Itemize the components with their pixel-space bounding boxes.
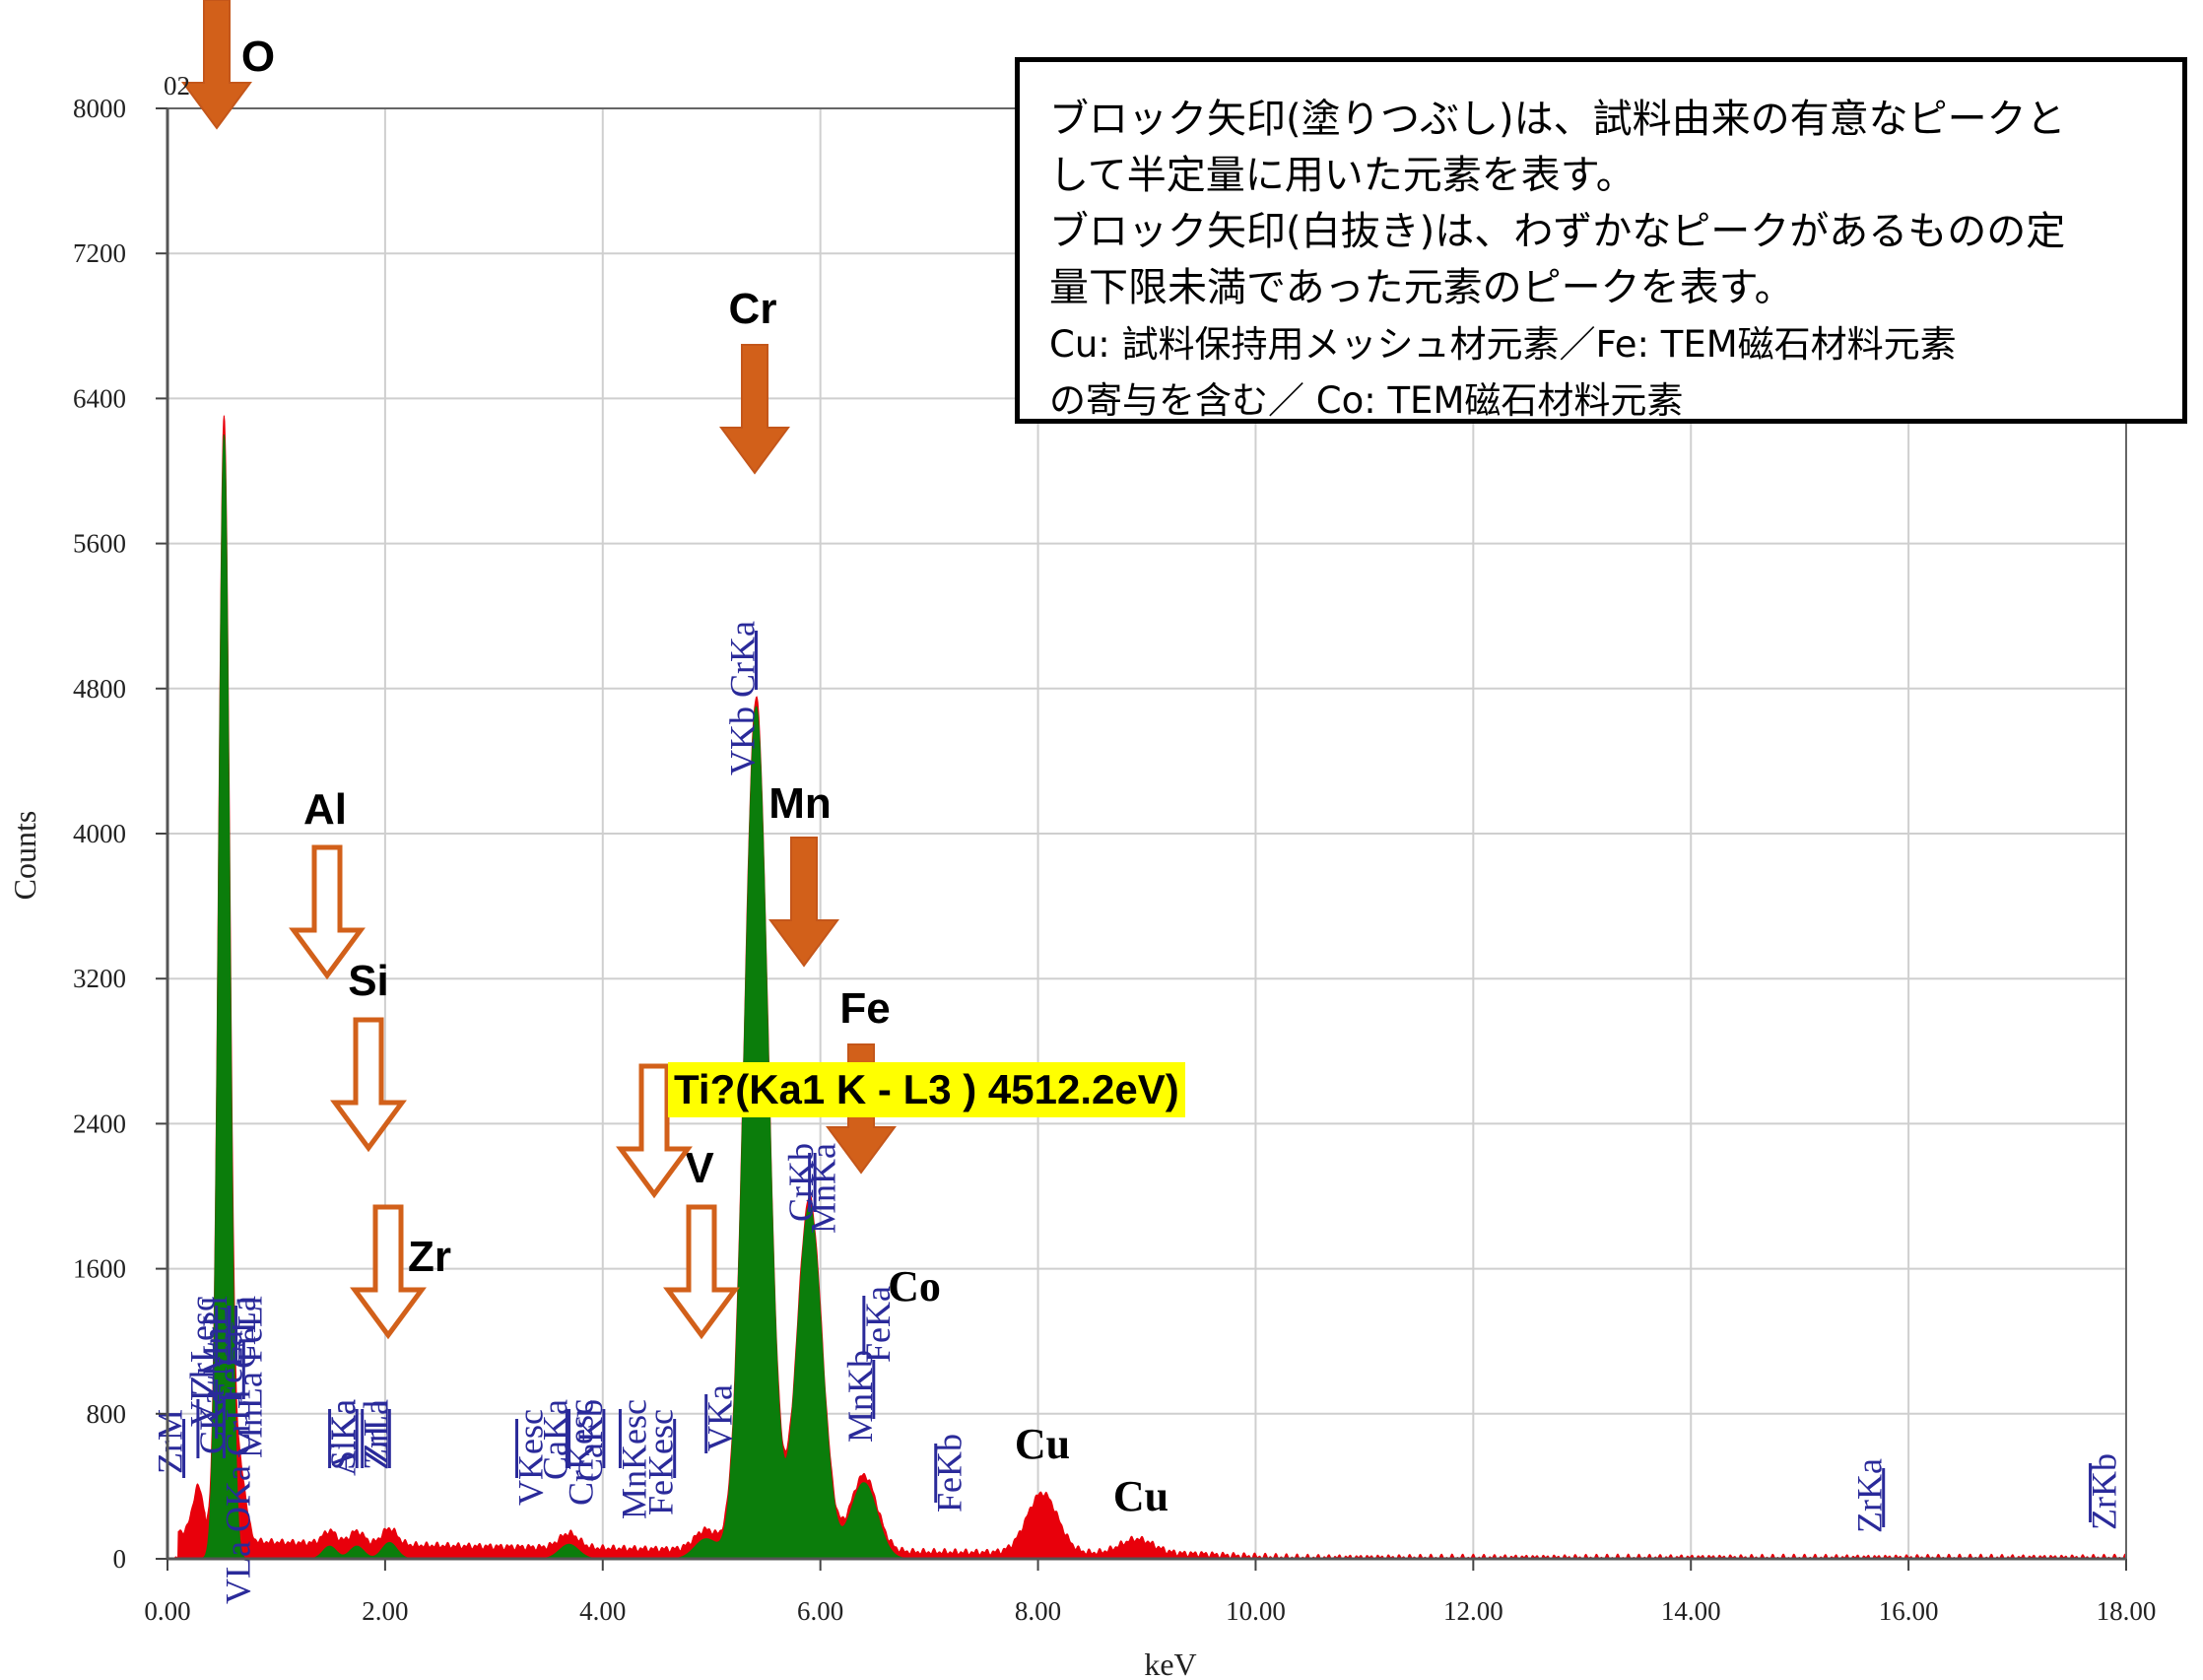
- element-label: Fe: [839, 984, 890, 1033]
- x-tick-label: 6.00: [797, 1596, 843, 1626]
- peak-marker-label: MnKb: [840, 1350, 880, 1443]
- element-arrows: O Cr Mn Fe Al Si Zr V Co Cu Cu: [181, 0, 1168, 1520]
- element-label: Cu: [1015, 1420, 1070, 1468]
- element-label: Cu: [1113, 1472, 1168, 1520]
- y-tick-label: 2400: [73, 1109, 126, 1138]
- peak-marker-label: VKb CrKa: [723, 621, 763, 775]
- x-tick-label: 0.00: [144, 1596, 190, 1626]
- element-label: Co: [888, 1262, 941, 1310]
- legend-note-line: 量下限未満であった元素のピークを表す。: [1049, 265, 1794, 310]
- peak-marker-label: VKesc: [511, 1409, 551, 1506]
- element-label: O: [241, 33, 275, 81]
- peak-marker-label: ZrKa: [1850, 1458, 1890, 1533]
- y-tick-label: 4000: [73, 819, 126, 848]
- y-tick-label: 0: [113, 1544, 127, 1574]
- y-tick-label: 3200: [73, 964, 126, 993]
- peak-marker-label: VKa: [701, 1384, 740, 1451]
- peak-marker-label: ZrLesc: [183, 1296, 223, 1396]
- peak-marker-label: FeLa: [210, 1330, 249, 1403]
- peak-marker-label: FeKesc: [641, 1409, 681, 1515]
- axes: 0.00 2.00 4.00 6.00 8.00 10.00 12.00 14.00 16.00…: [73, 94, 2156, 1626]
- peak-marker-label: ZrKb: [2085, 1453, 2124, 1530]
- y-tick-label: 800: [87, 1399, 127, 1429]
- element-label: Si: [348, 957, 389, 1005]
- peak-marker-label: CrKb: [781, 1143, 821, 1222]
- y-tick-label: 7200: [73, 238, 126, 268]
- x-axis-label: keV: [1144, 1646, 1196, 1680]
- peak-marker-label: SiKa: [323, 1399, 363, 1470]
- legend-note-line: ブロック矢印(白抜き)は、わずかなピークがあるものの定: [1049, 209, 2066, 254]
- y-tick-label: 1600: [73, 1254, 126, 1284]
- outline-block-arrow-ti: [616, 1063, 693, 1199]
- element-label: Mn: [768, 779, 832, 828]
- peak-marker-label: MnLl: [195, 1296, 234, 1377]
- outline-block-arrow: [289, 844, 366, 980]
- peak-marker-label: VLa OKa CrLl: [218, 1389, 257, 1604]
- legend-note-line: して半定量に用いた元素を表す。: [1049, 153, 1636, 198]
- x-tick-label: 18.00: [2097, 1596, 2157, 1626]
- x-tick-label: 2.00: [362, 1596, 408, 1626]
- element-label: V: [685, 1144, 714, 1192]
- y-axis-label: Counts: [7, 811, 42, 901]
- legend-note-line: の寄与を含む／ Co: TEM磁石材料元素: [1049, 379, 1684, 422]
- ti-peak-note: Ti?(Ka1 K - L3 ) 4512.2eV): [668, 1062, 1185, 1117]
- peak-marker-label: MnLa FeLl: [231, 1296, 270, 1458]
- peak-marker-label: CaKa: [536, 1399, 575, 1480]
- x-tick-label: 8.00: [1015, 1596, 1061, 1626]
- y-tick-label: 5600: [73, 529, 126, 559]
- filled-block-arrow: [719, 344, 790, 475]
- peak-marker-label: CaKb: [570, 1399, 610, 1482]
- outline-block-arrow: [330, 1017, 407, 1153]
- legend-note-box: ブロック矢印(塗りつぶし)は、試料由来の有意なピークと して半定量に用いた元素を…: [1015, 57, 2187, 424]
- peak-marker-label: MnKa: [804, 1143, 843, 1234]
- x-tick-label: 12.00: [1443, 1596, 1503, 1626]
- legend-note-line: ブロック矢印(塗りつぶし)は、試料由来の有意なピークと: [1049, 97, 2066, 142]
- corner-fragment: 02: [164, 71, 190, 101]
- legend-note-line: Cu: 試料保持用メッシュ材元素／Fe: TEM磁石材料元素: [1049, 323, 1957, 366]
- x-tick-label: 14.00: [1661, 1596, 1721, 1626]
- peak-marker-label: MnKesc: [614, 1399, 653, 1519]
- outline-block-arrow: [350, 1204, 427, 1340]
- element-label: Cr: [729, 285, 777, 333]
- y-tick-label: 4800: [73, 674, 126, 704]
- peak-marker-label: ZrM: [151, 1409, 190, 1474]
- x-tick-label: 4.00: [579, 1596, 626, 1626]
- x-tick-label: 10.00: [1226, 1596, 1286, 1626]
- y-tick-label: 8000: [73, 94, 126, 123]
- x-tick-label: 16.00: [1879, 1596, 1939, 1626]
- filled-block-arrow: [181, 0, 252, 130]
- outline-block-arrow: [663, 1204, 740, 1340]
- peak-marker-label: VLl: [183, 1370, 223, 1427]
- element-label: Al: [303, 785, 347, 834]
- filled-block-arrow: [768, 837, 839, 968]
- y-tick-label: 6400: [73, 383, 126, 413]
- peak-marker-label: ZrLa: [356, 1399, 395, 1470]
- element-label: Zr: [408, 1233, 451, 1281]
- peak-marker-label: FeKb: [930, 1434, 969, 1512]
- peak-marker-label: CrKesc: [561, 1399, 600, 1506]
- peak-marker-label: FeKa: [858, 1286, 898, 1363]
